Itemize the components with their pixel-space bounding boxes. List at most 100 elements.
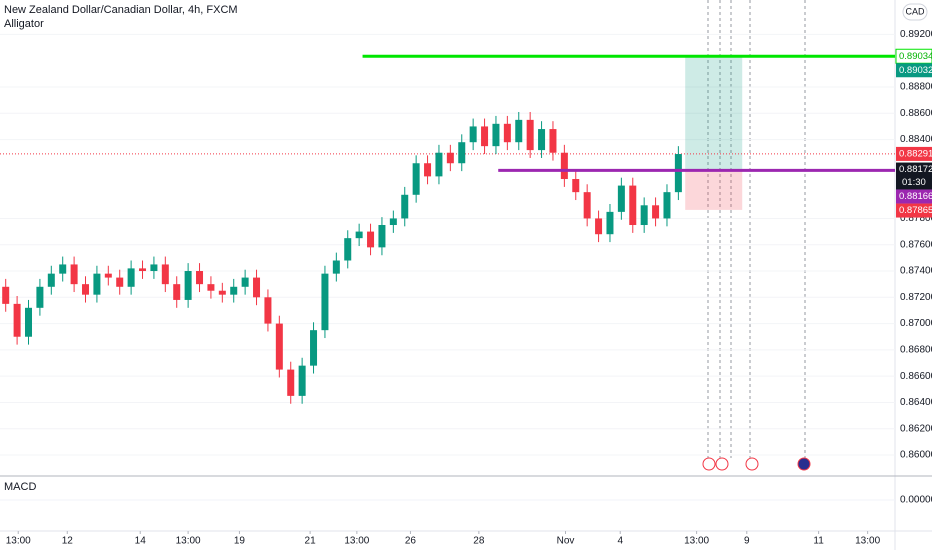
indicator-label: Alligator: [4, 18, 44, 30]
candle-body: [139, 268, 147, 272]
candle-body: [2, 286, 10, 304]
price-tag-label: 0.88166: [899, 191, 932, 202]
candle-body: [560, 152, 568, 180]
x-tick-label: 11: [813, 536, 824, 547]
currency-badge[interactable]: [902, 3, 928, 21]
candle-body: [652, 205, 660, 219]
event-lines: [707, 0, 806, 458]
price-tag-label: 0.87865: [899, 205, 932, 216]
candle-body: [595, 218, 603, 235]
candle-body: [36, 286, 44, 308]
x-tick-label: 13:00: [176, 536, 201, 547]
price-tag-label: 0.88172: [899, 164, 932, 175]
candle-body: [287, 369, 295, 396]
candle-body: [13, 303, 21, 337]
candle-body: [515, 119, 523, 143]
candle-body: [184, 271, 192, 300]
price-tag-label: 0.89034: [899, 51, 932, 62]
y-tick-label: 0.86000: [900, 450, 932, 461]
candle-body: [264, 297, 272, 324]
x-tick-label: 4: [617, 536, 623, 547]
candle-body: [93, 273, 101, 295]
candle-body: [344, 238, 352, 261]
price-tag: [896, 63, 932, 78]
position-target-zone: [685, 56, 743, 170]
macd-label: MACD: [4, 481, 36, 493]
candle-body: [458, 142, 466, 164]
candle-body: [47, 273, 55, 287]
candle-body: [230, 286, 238, 295]
position-stop-zone: [685, 169, 743, 210]
candle-body: [481, 126, 489, 147]
candle-body: [674, 154, 682, 193]
candle-body: [469, 126, 477, 143]
x-tick-label: 19: [234, 536, 246, 547]
candle-body: [298, 365, 306, 396]
candle-body: [572, 179, 580, 193]
candle-body: [617, 185, 625, 212]
price-tag: [896, 146, 932, 161]
candle-body: [70, 264, 78, 285]
candle-body: [173, 284, 181, 300]
candle-body: [104, 273, 112, 278]
candle-body: [663, 192, 671, 219]
candle-body: [526, 119, 534, 151]
chart-title: New Zealand Dollar/Canadian Dollar, 4h, …: [4, 4, 238, 16]
x-tick-label: 14: [135, 536, 147, 547]
price-tag-label: 0.88291: [899, 148, 932, 159]
candle-body: [253, 277, 261, 298]
price-tag: [896, 189, 932, 204]
x-tick-label: 21: [305, 536, 317, 547]
x-tick-label: 13:00: [6, 536, 31, 547]
candle-body: [606, 211, 614, 235]
x-tick-label: Nov: [557, 536, 575, 547]
candle-body: [503, 123, 511, 143]
candle-body: [424, 163, 432, 177]
candle-body: [310, 330, 318, 366]
candle-body: [446, 152, 454, 164]
price-tag: [896, 203, 932, 218]
candle-body: [196, 271, 204, 285]
candle-body: [275, 323, 283, 370]
candle-body: [127, 268, 135, 287]
candle-body: [355, 231, 363, 239]
candle-body: [583, 192, 591, 219]
candle-body: [161, 264, 169, 285]
x-tick-label: 13:00: [684, 536, 709, 547]
x-tick-label: 13:00: [344, 536, 369, 547]
price-tag-label: 0.89032: [899, 65, 932, 76]
candle-body: [389, 218, 397, 226]
candle-body: [378, 225, 386, 248]
x-tick-label: 28: [473, 536, 485, 547]
candle-body: [207, 284, 215, 291]
candle-body: [640, 205, 648, 226]
candle-body: [241, 277, 249, 287]
candle-body: [116, 277, 124, 287]
x-tick-label: 9: [744, 536, 750, 547]
candle-body: [549, 129, 557, 153]
candle-body: [150, 264, 158, 272]
candle-body: [367, 231, 375, 248]
candle-body: [412, 163, 420, 195]
candle-body: [538, 129, 546, 151]
event-icons[interactable]: [702, 457, 811, 471]
candle-body: [332, 260, 340, 274]
candle-body: [435, 152, 443, 177]
candle-body: [59, 264, 67, 274]
candle-body: [321, 273, 329, 331]
candle-body: [218, 290, 226, 295]
